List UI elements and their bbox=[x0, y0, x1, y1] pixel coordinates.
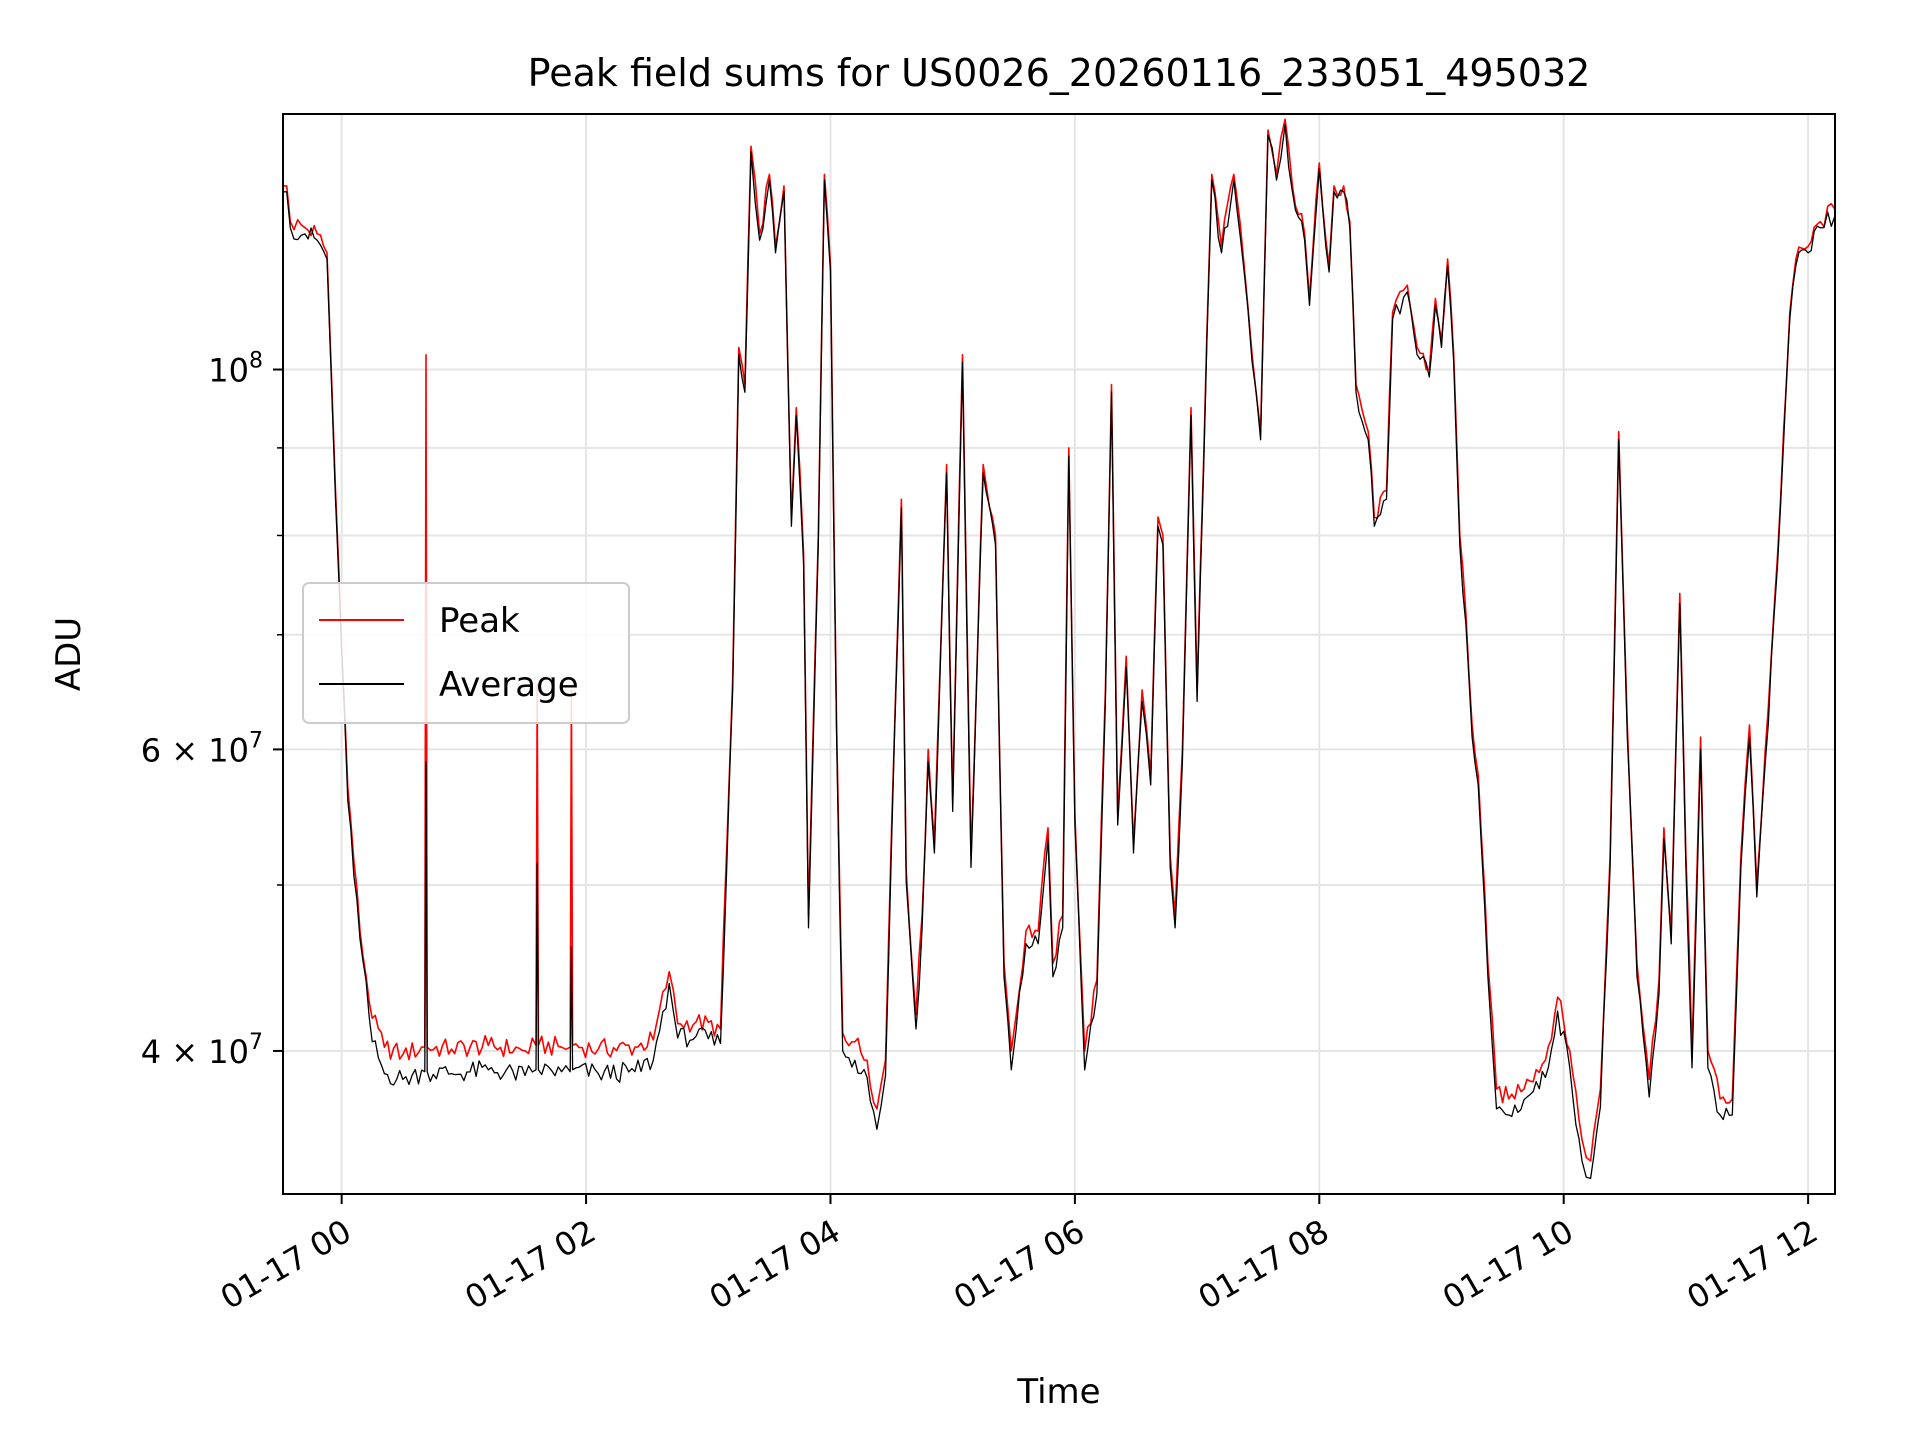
y-tick-label: 108 bbox=[208, 349, 263, 390]
plot-frame bbox=[282, 113, 1836, 1195]
x-tick-label: 01-17 08 bbox=[1192, 1212, 1336, 1317]
y-axis-label: ADU bbox=[49, 617, 89, 691]
y-tick-label: 6 × 107 bbox=[141, 728, 263, 769]
x-axis-label: Time bbox=[1016, 1372, 1100, 1412]
x-tick-label: 01-17 04 bbox=[703, 1212, 847, 1317]
x-tick-label: 01-17 10 bbox=[1436, 1212, 1580, 1317]
y-tick-label: 4 × 107 bbox=[141, 1030, 263, 1071]
x-tick-label: 01-17 12 bbox=[1681, 1212, 1825, 1317]
x-tick-label: 01-17 00 bbox=[214, 1212, 358, 1317]
series-layer bbox=[283, 118, 1836, 1180]
x-axis: 01-17 00 01-17 02 01-17 04 01-17 06 01-17 08… bbox=[214, 1194, 1824, 1317]
x-tick-label: 01-17 02 bbox=[458, 1212, 602, 1317]
series-line-average bbox=[283, 123, 1836, 1180]
x-tick-label: 01-17 06 bbox=[947, 1212, 1091, 1317]
legend-label-peak: Peak bbox=[439, 601, 520, 641]
legend-box bbox=[302, 582, 630, 724]
chart-title: Peak field sums for US0026_20260116_2330… bbox=[528, 51, 1591, 95]
y-axis: 4 × 107 6 × 107 108 bbox=[141, 349, 283, 1071]
series-line-peak bbox=[283, 118, 1836, 1162]
legend: Peak Average bbox=[302, 582, 630, 724]
legend-label-average: Average bbox=[439, 665, 579, 705]
